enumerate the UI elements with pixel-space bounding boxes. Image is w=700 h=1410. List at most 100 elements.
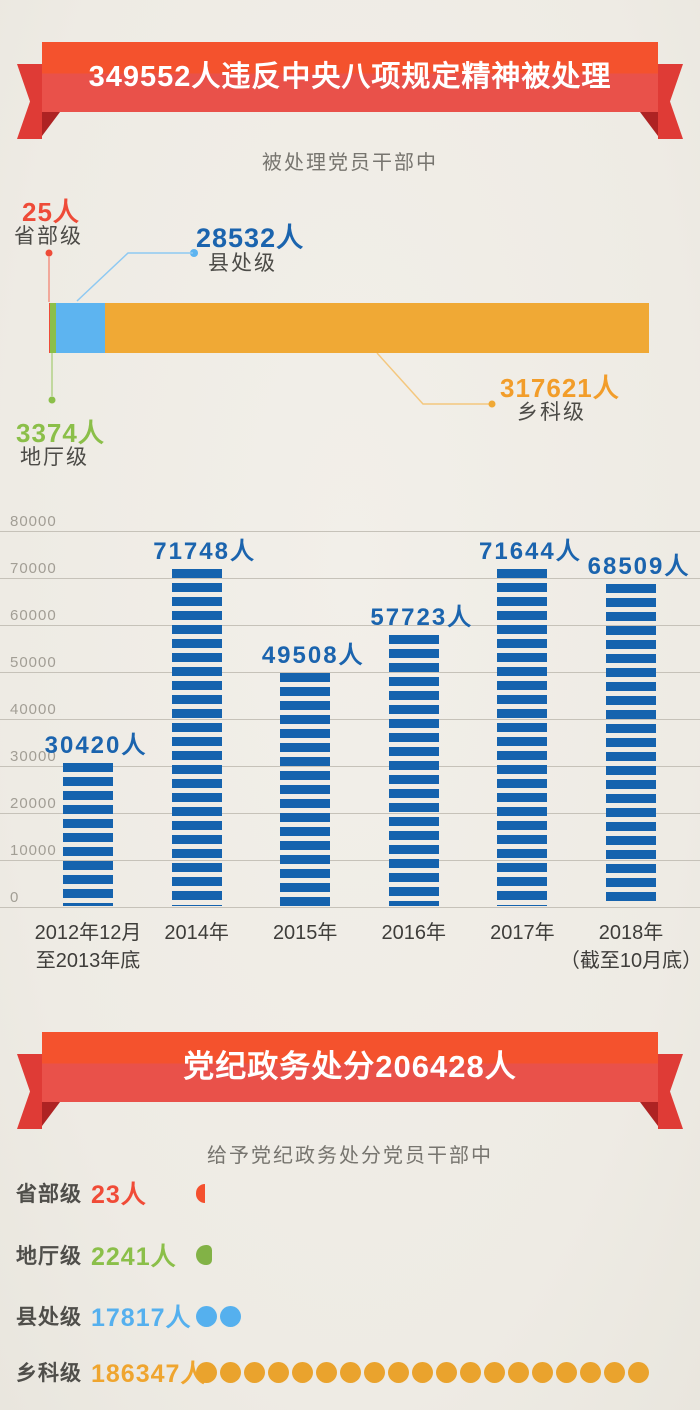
yearly-bar-chart: 0 10000 20000 30000 40000 50000 60000 70000 8000… (0, 500, 700, 980)
bar-value-label-5: 68509人 (587, 553, 691, 580)
dots-ditingji (196, 1241, 215, 1269)
row-value: 2241人 (91, 1243, 177, 1271)
main-title-1: 349552人违反中央八项规定精神被处理 (88, 61, 612, 93)
y-tick-label-40000: 40000 (10, 701, 57, 718)
gridline-80000 (0, 531, 700, 532)
x-axis-label-5-0: 2018年 (598, 922, 664, 944)
dots-xiangkeji (196, 1358, 652, 1386)
callout-ditingji-label: 地厅级 (20, 446, 89, 469)
ribbon2-fold-right (640, 1102, 658, 1126)
chart-bar-0 (63, 763, 113, 906)
bar-value-label-4: 71644人 (479, 538, 582, 566)
bar-value-label-3: 57723人 (370, 603, 474, 631)
stat-row-xiangkeji: 乡科级 186347人 (16, 1358, 206, 1388)
dot (460, 1361, 481, 1383)
subtitle-2: 给予党纪政务处分党员干部中 (207, 1145, 493, 1167)
gridline-70000 (0, 578, 700, 579)
callout-xiangkeji-label: 乡科级 (517, 401, 586, 424)
segment-3 (104, 303, 649, 353)
gridline-60000 (0, 625, 700, 626)
row-label: 省部级 (16, 1183, 82, 1206)
y-tick-label-60000: 60000 (10, 607, 57, 624)
chart-bar-4 (497, 569, 548, 906)
ribbon2-fold-left (42, 1102, 60, 1126)
callout-shengbuji-value: 25人 (22, 197, 80, 227)
callout-xianchuji-label: 县处级 (208, 252, 277, 275)
gridline-10000 (0, 860, 700, 861)
row-label: 乡科级 (16, 1362, 82, 1385)
callout-leader-lines (45, 249, 496, 408)
partial-dot (196, 1183, 205, 1203)
callout-ditingji-value: 3374人 (16, 418, 105, 448)
segment-2 (55, 303, 105, 353)
ribbon2-band: 党纪政务处分206428人 (42, 1032, 658, 1102)
partial-dot (196, 1245, 212, 1265)
dot (532, 1361, 553, 1383)
chart-bar-2 (280, 673, 331, 906)
x-axis-label-1-0: 2014年 (164, 922, 229, 944)
row-value: 23人 (91, 1181, 147, 1209)
dot (292, 1361, 313, 1383)
dots-shengbuji (196, 1179, 208, 1207)
x-axis-label-0-0: 2012年12月 (34, 922, 142, 944)
y-tick-label-50000: 50000 (10, 654, 57, 671)
y-tick-label-70000: 70000 (10, 560, 57, 577)
stat-row-xianchuji: 县处级 17817人 (16, 1302, 192, 1332)
y-tick-label-20000: 20000 (10, 795, 57, 812)
subtitle-1: 被处理党员干部中 (262, 152, 438, 174)
bar-value-label-2: 49508人 (261, 642, 365, 670)
x-axis-label-2-0: 2015年 (272, 922, 338, 944)
dot (628, 1361, 649, 1383)
dot (412, 1361, 433, 1383)
dot (436, 1361, 457, 1383)
dot (556, 1361, 577, 1383)
row-label: 地厅级 (16, 1245, 82, 1268)
dot (268, 1361, 289, 1383)
y-tick-label-10000: 10000 (10, 842, 57, 859)
y-tick-label-80000: 80000 (10, 513, 57, 530)
dot (580, 1361, 601, 1383)
ribbon1-band: 349552人违反中央八项规定精神被处理 (42, 42, 658, 112)
gridline-0 (0, 907, 700, 908)
gridline-40000 (0, 719, 700, 720)
dot (196, 1361, 217, 1383)
segment-0 (49, 303, 50, 353)
x-axis-label-0-1: 至2013年底 (35, 950, 141, 972)
dot (316, 1361, 337, 1383)
dot (220, 1361, 241, 1383)
gridline-30000 (0, 766, 700, 767)
dot (508, 1361, 529, 1383)
dot (244, 1361, 265, 1383)
dot (340, 1361, 361, 1383)
dot (388, 1361, 409, 1383)
dot (604, 1361, 625, 1383)
row-value: 17817人 (91, 1304, 192, 1332)
dots-xianchuji (196, 1302, 244, 1330)
gridline-50000 (0, 672, 700, 673)
bar-value-label-0: 30420人 (44, 732, 148, 760)
dot (220, 1305, 241, 1327)
stacked-bar (49, 303, 649, 353)
stat-row-shengbuji: 省部级 23人 (16, 1179, 147, 1209)
chart-bar-3 (388, 634, 439, 906)
callout-xiangkeji-value: 317621人 (500, 373, 620, 403)
row-value: 186347人 (91, 1360, 207, 1388)
segment-1 (50, 303, 56, 353)
x-axis-label-3-0: 2016年 (381, 922, 447, 944)
y-tick-label-30000: 30000 (10, 748, 57, 765)
row-label: 县处级 (16, 1306, 82, 1329)
dot (484, 1361, 505, 1383)
x-axis-label-5-1: （截至10月底） (559, 950, 700, 972)
callout-xianchuji-value: 28532人 (196, 223, 305, 253)
dot (196, 1305, 217, 1327)
chart-bar-1 (171, 568, 222, 906)
dot (364, 1361, 385, 1383)
chart-bar-5 (606, 584, 656, 906)
stat-row-ditingji: 地厅级 2241人 (16, 1241, 177, 1271)
callout-shengbuji-label: 省部级 (14, 225, 83, 248)
x-axis-label-4-0: 2017年 (490, 922, 555, 944)
gridline-20000 (0, 813, 700, 814)
main-title-2: 党纪政务处分206428人 (183, 1049, 517, 1084)
bar-value-label-1: 71748人 (153, 537, 256, 565)
